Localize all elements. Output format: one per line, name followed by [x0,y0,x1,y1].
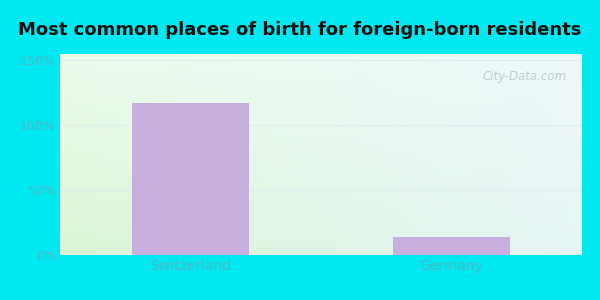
Text: Most common places of birth for foreign-born residents: Most common places of birth for foreign-… [19,21,581,39]
Bar [132,103,249,255]
Bar [393,237,510,255]
Text: City-Data.com: City-Data.com [482,70,566,83]
